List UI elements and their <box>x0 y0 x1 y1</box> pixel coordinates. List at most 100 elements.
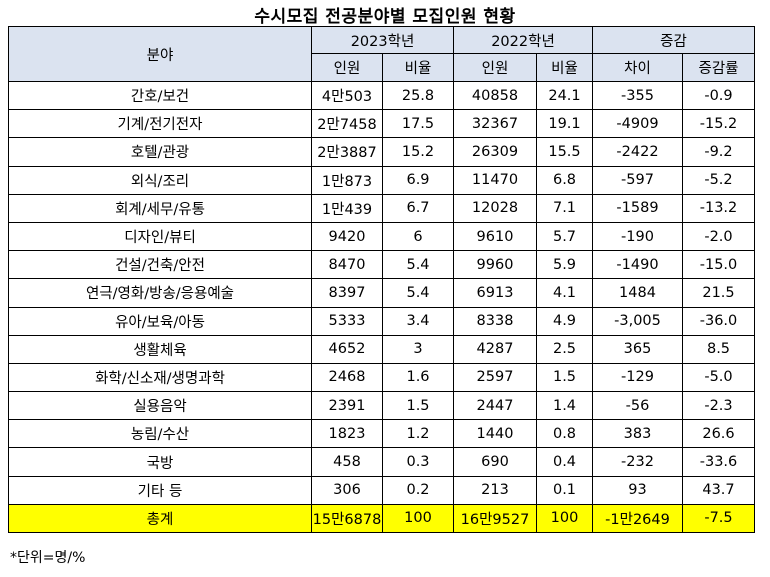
field-cell: 간호/보건 <box>8 80 312 111</box>
ratio-2023-cell: 5.4 <box>382 250 454 280</box>
diff-cell: -56 <box>592 391 683 421</box>
rate-cell: -2.0 <box>682 221 755 252</box>
rate-cell: -2.3 <box>682 391 755 421</box>
rate-cell: -13.2 <box>682 193 755 223</box>
header-ratio-2023: 비율 <box>382 53 454 82</box>
ratio-2022-cell: 5.9 <box>536 250 593 280</box>
ratio-2022-cell: 2.5 <box>536 334 593 364</box>
count-2022-cell: 9610 <box>453 221 537 252</box>
count-2022-cell: 12028 <box>453 193 537 223</box>
ratio-2022-cell: 0.1 <box>536 475 593 505</box>
count-2023-cell: 5333 <box>311 306 383 336</box>
total-ratio-2023-cell: 100 <box>382 503 454 534</box>
diff-cell: -3,005 <box>592 306 683 336</box>
header-diff: 차이 <box>592 53 683 82</box>
count-2023-cell: 4만503 <box>311 80 383 111</box>
count-2022-cell: 2597 <box>453 362 537 393</box>
field-cell: 건설/건축/안전 <box>8 250 312 280</box>
table-row: 유아/보육/아동 5333 3.4 8338 4.9 -3,005 -36.0 <box>8 306 755 336</box>
count-2022-cell: 4287 <box>453 334 537 364</box>
ratio-2022-cell: 6.8 <box>536 165 593 195</box>
count-2023-cell: 2만3887 <box>311 137 383 167</box>
header-year-2022: 2022학년 <box>453 26 593 54</box>
header-count-2023: 인원 <box>311 53 383 82</box>
field-cell: 유아/보육/아동 <box>8 306 312 336</box>
count-2023-cell: 4652 <box>311 334 383 364</box>
table-row: 생활체육 4652 3 4287 2.5 365 8.5 <box>8 334 755 364</box>
table-row: 농림/수산 1823 1.2 1440 0.8 383 26.6 <box>8 419 755 449</box>
ratio-2022-cell: 24.1 <box>536 80 593 111</box>
count-2022-cell: 690 <box>453 447 537 477</box>
count-2023-cell: 9420 <box>311 221 383 252</box>
total-row: 총계 15만6878 100 16만9527 100 -1만2649 -7.5 <box>8 503 755 534</box>
rate-cell: 21.5 <box>682 278 755 308</box>
count-2023-cell: 1만873 <box>311 165 383 195</box>
rate-cell: -36.0 <box>682 306 755 336</box>
diff-cell: -597 <box>592 165 683 195</box>
ratio-2022-cell: 0.4 <box>536 447 593 477</box>
ratio-2022-cell: 1.5 <box>536 362 593 393</box>
count-2022-cell: 2447 <box>453 391 537 421</box>
table-row: 디자인/뷰티 9420 6 9610 5.7 -190 -2.0 <box>8 221 755 252</box>
ratio-2023-cell: 1.2 <box>382 419 454 449</box>
count-2022-cell: 9960 <box>453 250 537 280</box>
count-2023-cell: 2391 <box>311 391 383 421</box>
field-cell: 외식/조리 <box>8 165 312 195</box>
total-ratio-2022-cell: 100 <box>536 503 593 534</box>
ratio-2023-cell: 1.5 <box>382 391 454 421</box>
count-2022-cell: 26309 <box>453 137 537 167</box>
ratio-2023-cell: 17.5 <box>382 109 454 139</box>
count-2023-cell: 8397 <box>311 278 383 308</box>
field-cell: 화학/신소재/생명과학 <box>8 362 312 393</box>
count-2023-cell: 1823 <box>311 419 383 449</box>
field-cell: 농림/수산 <box>8 419 312 449</box>
table-row: 국방 458 0.3 690 0.4 -232 -33.6 <box>8 447 755 477</box>
unit-note: *단위=명/% <box>10 550 86 566</box>
diff-cell: 93 <box>592 475 683 505</box>
rate-cell: -15.0 <box>682 250 755 280</box>
diff-cell: -355 <box>592 80 683 111</box>
diff-cell: 365 <box>592 334 683 364</box>
table-row: 간호/보건 4만503 25.8 40858 24.1 -355 -0.9 <box>8 80 755 111</box>
table-row: 건설/건축/안전 8470 5.4 9960 5.9 -1490 -15.0 <box>8 250 755 280</box>
ratio-2023-cell: 25.8 <box>382 80 454 111</box>
field-cell: 국방 <box>8 447 312 477</box>
ratio-2023-cell: 5.4 <box>382 278 454 308</box>
field-cell: 생활체육 <box>8 334 312 364</box>
ratio-2022-cell: 1.4 <box>536 391 593 421</box>
ratio-2022-cell: 5.7 <box>536 221 593 252</box>
count-2022-cell: 32367 <box>453 109 537 139</box>
diff-cell: -2422 <box>592 137 683 167</box>
field-cell: 회계/세무/유통 <box>8 193 312 223</box>
table-row: 회계/세무/유통 1만439 6.7 12028 7.1 -1589 -13.2 <box>8 193 755 223</box>
table-row: 기타 등 306 0.2 213 0.1 93 43.7 <box>8 475 755 505</box>
rate-cell: 26.6 <box>682 419 755 449</box>
total-count-2023-cell: 15만6878 <box>311 503 383 534</box>
field-cell: 연극/영화/방송/응용예술 <box>8 278 312 308</box>
header-field: 분야 <box>8 26 312 82</box>
total-field-cell: 총계 <box>8 503 312 534</box>
rate-cell: -0.9 <box>682 80 755 111</box>
table-title: 수시모집 전공분야별 모집인원 현황 <box>254 7 516 27</box>
ratio-2022-cell: 19.1 <box>536 109 593 139</box>
ratio-2023-cell: 0.2 <box>382 475 454 505</box>
ratio-2023-cell: 6.7 <box>382 193 454 223</box>
field-cell: 호텔/관광 <box>8 137 312 167</box>
field-cell: 기타 등 <box>8 475 312 505</box>
table-row: 기계/전기전자 2만7458 17.5 32367 19.1 -4909 -15.2 <box>8 109 755 139</box>
ratio-2023-cell: 6 <box>382 221 454 252</box>
count-2022-cell: 6913 <box>453 278 537 308</box>
table-row: 연극/영화/방송/응용예술 8397 5.4 6913 4.1 1484 21.5 <box>8 278 755 308</box>
rate-cell: -5.2 <box>682 165 755 195</box>
ratio-2022-cell: 15.5 <box>536 137 593 167</box>
recruitment-table: 분야 2023학년 2022학년 증감 인원 비율 인원 비율 차이 증감률 간… <box>8 26 755 534</box>
count-2022-cell: 40858 <box>453 80 537 111</box>
count-2023-cell: 306 <box>311 475 383 505</box>
ratio-2023-cell: 3.4 <box>382 306 454 336</box>
ratio-2023-cell: 15.2 <box>382 137 454 167</box>
diff-cell: 383 <box>592 419 683 449</box>
count-2022-cell: 1440 <box>453 419 537 449</box>
total-rate-cell: -7.5 <box>682 503 755 534</box>
count-2022-cell: 8338 <box>453 306 537 336</box>
ratio-2023-cell: 1.6 <box>382 362 454 393</box>
